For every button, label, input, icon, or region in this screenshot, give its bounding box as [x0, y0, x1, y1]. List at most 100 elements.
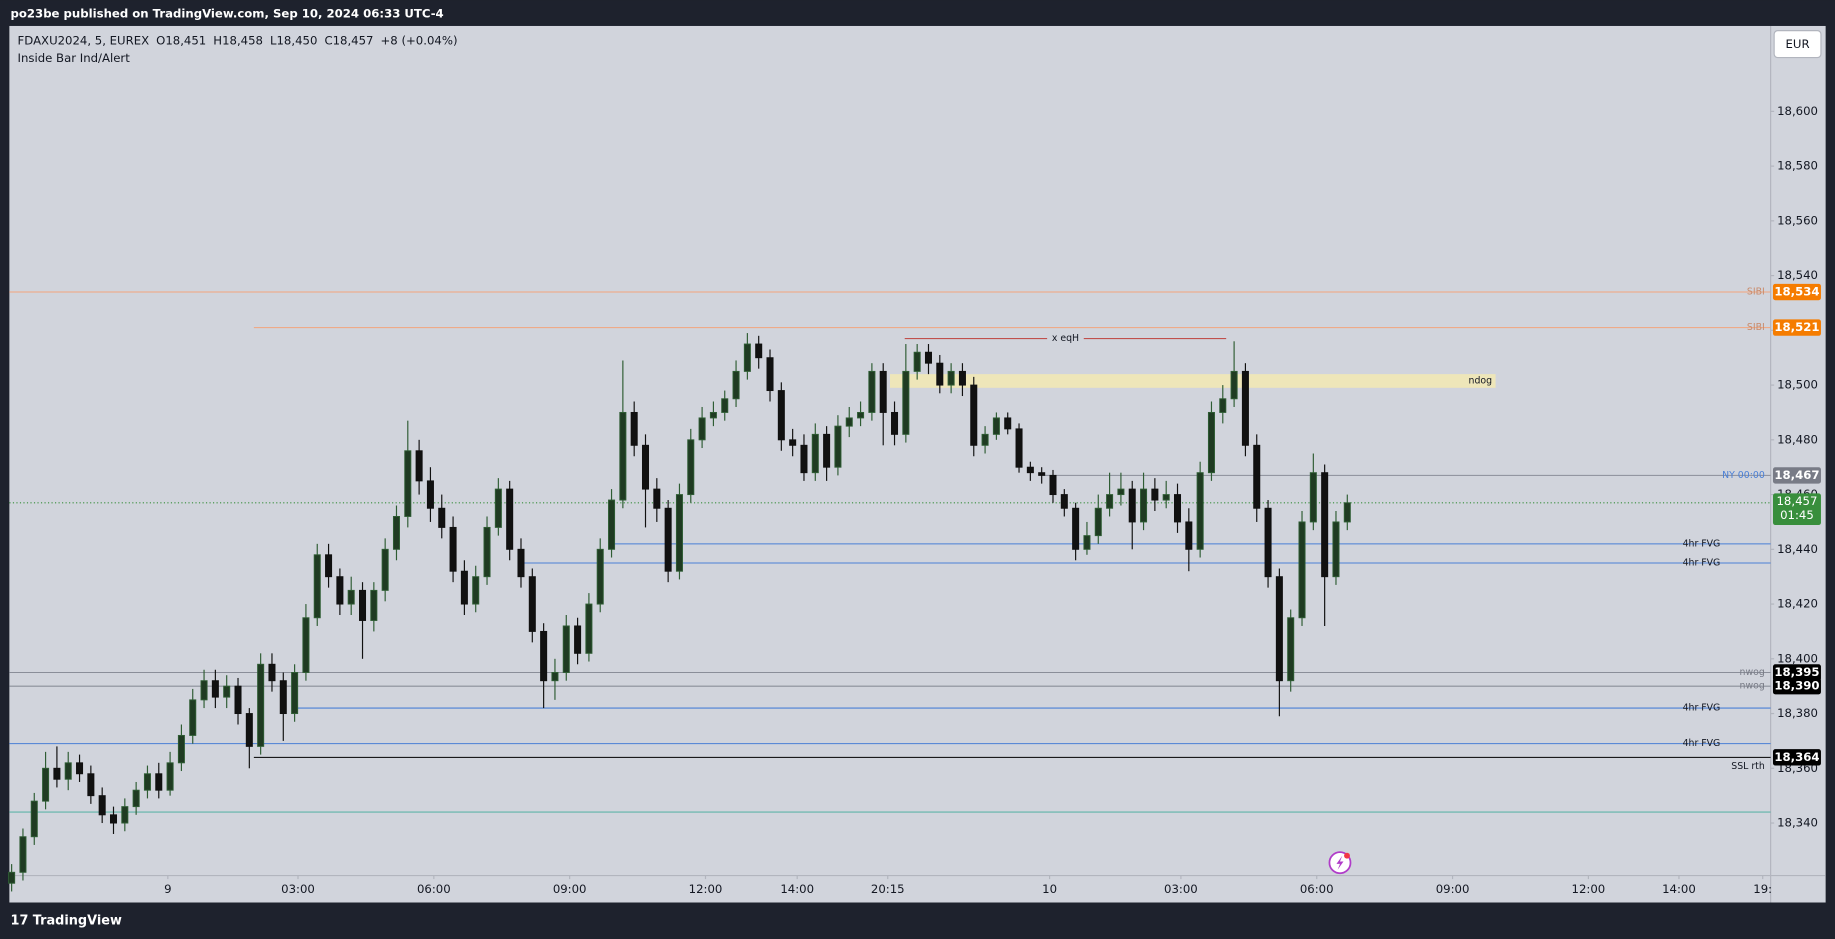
candle-body [981, 433, 989, 446]
indicator-name: Inside Bar Ind/Alert [18, 51, 131, 65]
candle-body [245, 713, 253, 747]
candle-body [302, 617, 310, 673]
candle-body [1072, 507, 1080, 550]
candle-body [1094, 507, 1102, 537]
x-tick-label: 10 [1042, 882, 1057, 896]
candle-body [732, 370, 740, 400]
candle-body [291, 672, 299, 715]
candle-body [1038, 472, 1046, 476]
candle-body [913, 351, 921, 372]
candle-body [1004, 417, 1012, 430]
candle-body [1219, 398, 1227, 413]
price-box [1772, 664, 1821, 681]
candle-body [1298, 521, 1306, 619]
candle-body [698, 417, 706, 441]
level-label: 4hr FVG [1683, 738, 1721, 749]
alert-bolt[interactable] [1336, 855, 1344, 870]
level-label: x eqH [1052, 333, 1079, 344]
y-tick-label: 18,500 [1777, 378, 1818, 392]
candle-body [325, 554, 333, 578]
y-tick-label: 18,440 [1777, 542, 1818, 556]
candle-body [200, 680, 208, 701]
candle-body [709, 411, 717, 419]
candle-body [1196, 472, 1204, 550]
logo-mark: 17 [11, 914, 29, 929]
candle-body [845, 417, 853, 427]
zone-label: ndog [1469, 375, 1493, 386]
price-box [1772, 467, 1821, 484]
price-box-label: 18,395 [1774, 665, 1819, 679]
candle-body [619, 411, 627, 501]
candle-body [608, 499, 616, 550]
candle-body [1117, 488, 1125, 496]
candle-body [924, 351, 932, 364]
candle-body [1015, 428, 1023, 468]
legend-item: FDAXU2024, 5, EUREX [18, 34, 150, 48]
candle-body [98, 795, 106, 816]
currency[interactable]: EUR [1786, 37, 1810, 51]
candle-body [868, 370, 876, 413]
level-label: NY 00:00 [1722, 470, 1765, 481]
candle-body [743, 343, 751, 372]
candle-body [687, 439, 695, 496]
candle-body [777, 390, 785, 441]
candle-body [551, 672, 559, 682]
price-box [1772, 749, 1821, 766]
current-price-label: 18,457 [1777, 494, 1818, 508]
currency-button[interactable] [1773, 30, 1822, 59]
candle-body [415, 450, 423, 482]
candle-body [279, 680, 287, 715]
current-price-box [1772, 493, 1821, 526]
candle-body [1128, 488, 1136, 523]
candle-body [1026, 466, 1034, 474]
candle-body [1275, 576, 1283, 682]
candle-body [87, 773, 95, 797]
candle-body [8, 871, 16, 884]
level-label: SSL rth [1731, 761, 1765, 772]
candle-body [42, 767, 50, 802]
candle-body [1321, 472, 1329, 578]
candle-body [506, 488, 514, 550]
alert-dot[interactable] [1344, 852, 1350, 859]
y-tick-label: 18,580 [1777, 159, 1818, 173]
countdown-label: 01:45 [1780, 508, 1814, 522]
candle-body [517, 548, 525, 578]
candle-body [1264, 507, 1272, 578]
candle-body [834, 425, 842, 468]
candle-body [268, 663, 276, 682]
candle-body [460, 570, 468, 605]
candle-body [562, 625, 570, 673]
candle-body [336, 576, 344, 605]
candle-body [1241, 370, 1249, 446]
candle-body [1343, 502, 1351, 523]
level-label: 4hr FVG [1683, 538, 1721, 549]
candle-body [879, 370, 887, 413]
candle-body [823, 433, 831, 468]
level-label: 4hr FVG [1683, 703, 1721, 714]
level-label: nwog [1740, 681, 1765, 692]
banner: po23be published on TradingView.com, Sep… [11, 7, 444, 21]
candle-body [630, 411, 638, 446]
candle-body [1106, 494, 1114, 509]
footer-logo: 17 TradingView [11, 914, 122, 929]
alert-icon[interactable] [1328, 851, 1352, 875]
candle-body [483, 526, 491, 578]
legend-item: L18,450 [270, 34, 317, 48]
candle-body [438, 507, 446, 528]
candle-body [359, 589, 367, 621]
x-tick-label: 14:00 [1662, 882, 1696, 896]
candle-body [76, 762, 84, 775]
level-label-bg [1047, 332, 1084, 345]
candle-body [1332, 521, 1340, 578]
level-label: SIBI [1747, 287, 1765, 298]
footer: TradingView [33, 914, 122, 929]
candle-body [64, 762, 72, 780]
candle-body [177, 734, 185, 764]
candle-body [189, 699, 197, 736]
candle-body [653, 488, 661, 509]
x-tick-label: 09:00 [553, 882, 587, 896]
candle-body [540, 630, 548, 682]
candle-body [109, 814, 118, 824]
